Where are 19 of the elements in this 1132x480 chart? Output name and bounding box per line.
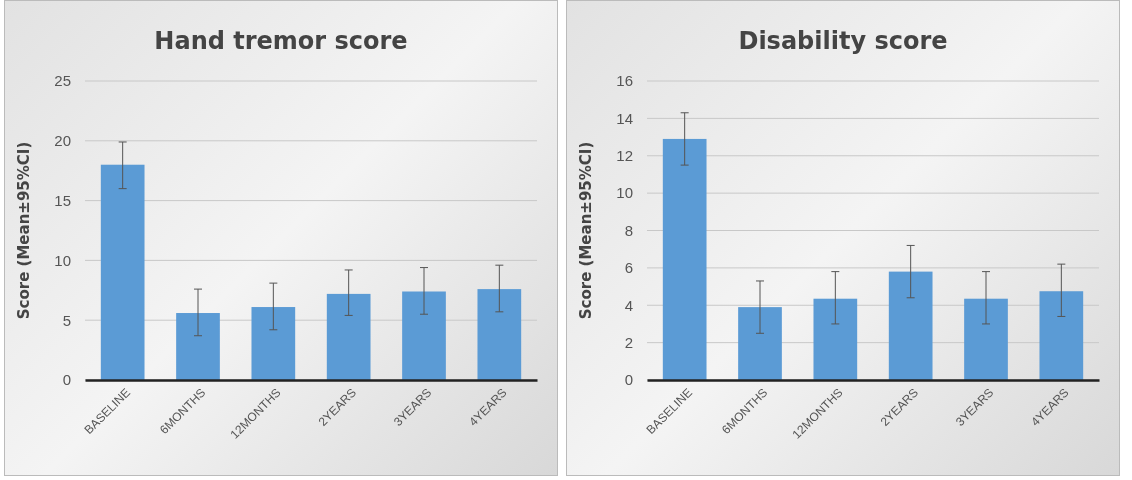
y-tick-label: 12 [616, 147, 633, 165]
y-tick-label: 10 [616, 184, 633, 202]
chart-title: Hand tremor score [154, 27, 408, 55]
y-tick-label: 8 [624, 221, 633, 239]
y-tick-label: 25 [54, 72, 71, 90]
y-tick-label: 15 [54, 191, 71, 209]
y-tick-label: 0 [62, 371, 71, 389]
y-tick-label: 14 [616, 109, 633, 127]
y-tick-label: 4 [624, 296, 633, 314]
y-tick-label: 16 [616, 72, 633, 90]
y-axis-title: Score (Mean±95%CI) [577, 141, 595, 320]
y-tick-label: 0 [624, 371, 633, 389]
y-tick-label: 10 [54, 251, 71, 269]
y-tick-label: 6 [624, 259, 633, 277]
y-tick-label: 5 [62, 311, 71, 329]
chart-title: Disability score [738, 27, 948, 55]
y-tick-label: 20 [54, 132, 71, 150]
y-axis-title: Score (Mean±95%CI) [15, 141, 33, 320]
y-tick-label: 2 [624, 333, 633, 351]
